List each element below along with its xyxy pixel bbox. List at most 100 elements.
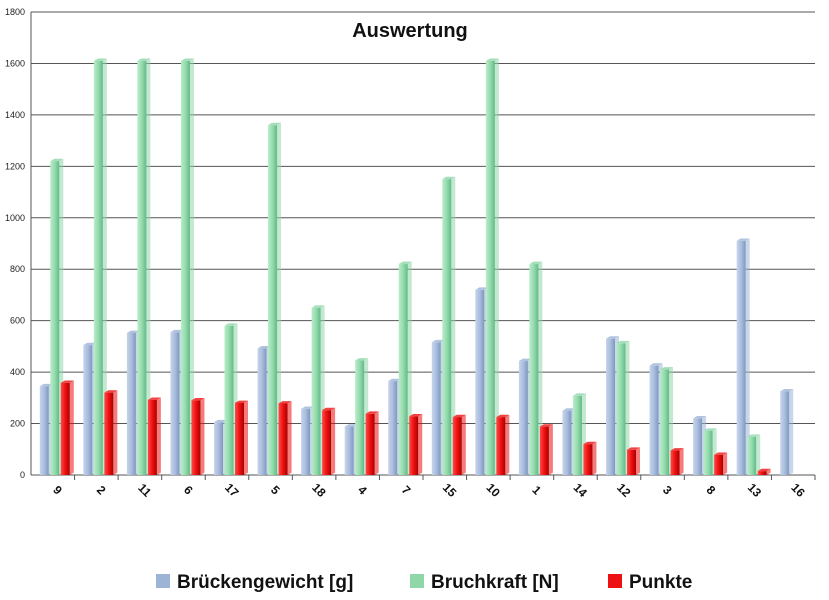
bar-top bbox=[60, 380, 74, 383]
bar-br-ckengewicht-g-7 bbox=[388, 381, 398, 475]
bar-bruchkraft-n-3 bbox=[660, 369, 670, 475]
bar-bruchkraft-n-11 bbox=[137, 60, 147, 475]
bar-top bbox=[539, 424, 553, 427]
bar-top bbox=[257, 346, 271, 349]
bar-br-ckengewicht-g-4 bbox=[344, 426, 354, 475]
y-tick-label: 1400 bbox=[5, 110, 25, 120]
y-tick-label: 800 bbox=[10, 264, 25, 274]
chart-title: Auswertung bbox=[352, 20, 468, 42]
legend-swatch bbox=[156, 574, 170, 588]
bar-bruchkraft-n-15 bbox=[442, 179, 452, 475]
bar-br-ckengewicht-g-10 bbox=[475, 289, 485, 475]
x-tick-label: 15 bbox=[440, 480, 460, 500]
bar-side bbox=[189, 58, 194, 475]
bar-bruchkraft-n-17 bbox=[224, 325, 234, 475]
x-tick-label: 7 bbox=[399, 483, 414, 498]
bar-side bbox=[636, 447, 640, 475]
bar-top bbox=[496, 414, 510, 418]
bar-top bbox=[278, 401, 292, 404]
y-tick-label: 200 bbox=[10, 419, 25, 429]
bar-side bbox=[766, 468, 771, 475]
bar-side bbox=[244, 400, 248, 475]
bar-punkte-7 bbox=[409, 416, 419, 475]
bar-top bbox=[616, 340, 630, 344]
bar-br-ckengewicht-g-6 bbox=[170, 332, 180, 475]
bar-side bbox=[146, 58, 151, 475]
bar-br-ckengewicht-g-16 bbox=[780, 391, 790, 475]
x-axis-ticks: 9 2 11 6 17 5 18 4 7 15 10 1 14 12 3 8 13 16 bbox=[50, 475, 816, 500]
legend-swatch bbox=[608, 574, 622, 588]
bar-top bbox=[170, 329, 184, 333]
bar-top bbox=[714, 452, 728, 455]
bar-top bbox=[485, 58, 499, 61]
bar-top bbox=[322, 407, 336, 411]
bar-top bbox=[649, 363, 663, 366]
bar-top bbox=[301, 406, 315, 409]
bar-side bbox=[102, 58, 107, 475]
y-tick-label: 400 bbox=[10, 367, 25, 377]
bar-punkte-1 bbox=[539, 426, 549, 475]
bar-br-ckengewicht-g-18 bbox=[301, 408, 311, 475]
bar-punkte-6 bbox=[191, 400, 201, 475]
bar-top bbox=[606, 336, 619, 339]
legend-swatch bbox=[410, 574, 424, 588]
x-tick-label: 16 bbox=[788, 480, 808, 500]
bar-side bbox=[200, 398, 205, 475]
legend-label: Brückengewicht [g] bbox=[177, 572, 353, 593]
bar-punkte-14 bbox=[583, 444, 593, 475]
x-tick-label: 6 bbox=[181, 483, 196, 498]
legend-label: Punkte bbox=[629, 572, 692, 593]
bar-bruchkraft-n-18 bbox=[311, 307, 321, 475]
bar-top bbox=[670, 448, 684, 451]
bar-top bbox=[191, 398, 205, 401]
bar-br-ckengewicht-g-17 bbox=[214, 422, 223, 475]
bar-side bbox=[418, 413, 423, 475]
bar-br-ckengewicht-g-2 bbox=[83, 345, 93, 475]
bar-top bbox=[757, 468, 771, 472]
bar-top bbox=[398, 261, 412, 265]
bar-top bbox=[780, 389, 794, 392]
y-tick-label: 1200 bbox=[5, 161, 25, 171]
bar-top bbox=[214, 419, 227, 423]
bar-top bbox=[311, 305, 325, 308]
x-tick-label: 13 bbox=[745, 480, 765, 500]
bar-punkte-5 bbox=[278, 403, 288, 475]
bar-bruchkraft-n-14 bbox=[572, 395, 582, 475]
bar-top bbox=[693, 416, 707, 419]
bar-side bbox=[789, 389, 794, 475]
bar-br-ckengewicht-g-11 bbox=[126, 333, 136, 475]
bar-side bbox=[277, 122, 282, 476]
bar-side bbox=[287, 401, 292, 475]
bar-top bbox=[409, 413, 423, 417]
bar-bruchkraft-n-8 bbox=[703, 430, 713, 475]
bar-bruchkraft-n-2 bbox=[93, 60, 103, 475]
bar-br-ckengewicht-g-15 bbox=[431, 342, 441, 475]
gridlines bbox=[30, 11, 815, 476]
bar-top bbox=[442, 176, 456, 180]
bar-punkte-3 bbox=[670, 450, 680, 475]
y-tick-label: 1600 bbox=[5, 58, 25, 68]
bar-punkte-12 bbox=[627, 449, 636, 475]
bar-side bbox=[331, 407, 336, 475]
bar-side bbox=[374, 411, 379, 475]
bar-br-ckengewicht-g-3 bbox=[649, 365, 659, 475]
y-tick-label: 1000 bbox=[5, 213, 25, 223]
bar-top bbox=[344, 424, 358, 427]
bar-top bbox=[747, 434, 761, 437]
bar-top bbox=[703, 428, 717, 431]
bar-side bbox=[505, 414, 510, 475]
bar-top bbox=[365, 411, 379, 414]
bar-bruchkraft-n-9 bbox=[50, 161, 60, 475]
x-tick-label: 5 bbox=[268, 483, 283, 498]
x-tick-label: 2 bbox=[94, 483, 109, 498]
bar-top bbox=[224, 323, 238, 326]
x-tick-label: 17 bbox=[222, 480, 242, 500]
bar-bruchkraft-n-7 bbox=[398, 264, 408, 475]
bar-top bbox=[583, 441, 597, 445]
bar-top bbox=[431, 339, 445, 343]
bar-side bbox=[745, 238, 750, 475]
bar-top bbox=[475, 287, 489, 290]
bar-top bbox=[235, 400, 248, 403]
bar-br-ckengewicht-g-12 bbox=[606, 338, 615, 475]
